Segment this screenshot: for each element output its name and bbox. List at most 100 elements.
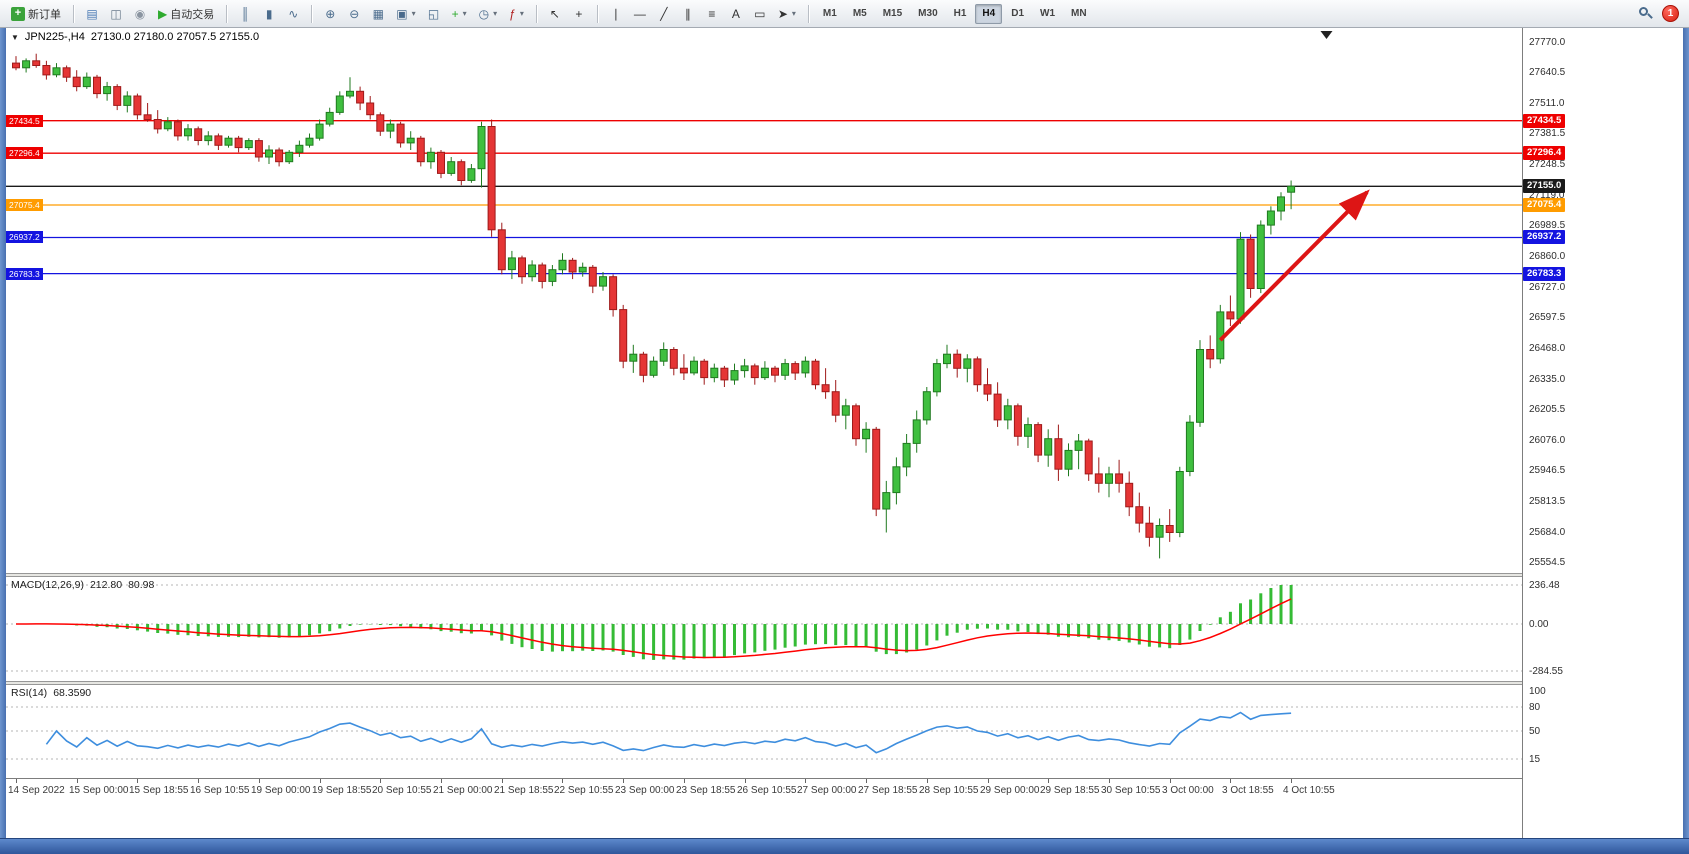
price-pane[interactable]: 27434.5 27296.4 27075.4 26937.2 26783.3 ▼ JP… <box>6 28 1522 573</box>
chart-window-icon[interactable]: ▤ <box>81 3 103 24</box>
time-tick <box>502 779 503 783</box>
cascade-windows-button[interactable]: ◱ <box>423 3 445 24</box>
chart-filler <box>6 798 1522 838</box>
period-clock-button[interactable]: ◷ ▾ <box>474 3 503 24</box>
equidistant-channel-button-icon: ∥ <box>684 6 691 21</box>
date-label: 29 Sep 00:00 <box>980 785 1040 796</box>
new-chart-button[interactable]: + ▾ <box>447 3 472 24</box>
profile-icon[interactable]: ◫ <box>105 3 127 24</box>
left-line-tag-26783.3[interactable]: 26783.3 <box>6 268 43 280</box>
macd-chart[interactable] <box>6 577 1522 681</box>
window-bottom-edge <box>0 838 1689 854</box>
left-line-tag-27296.4[interactable]: 27296.4 <box>6 147 43 159</box>
crosshair-button-icon: + <box>575 6 583 21</box>
timeframe-d1[interactable]: D1 <box>1011 8 1025 19</box>
date-label: 23 Sep 18:55 <box>676 785 736 796</box>
notification-badge[interactable]: 1 <box>1662 5 1679 22</box>
zoom-out-button[interactable]: ⊖ <box>343 3 365 24</box>
time-axis[interactable]: 14 Sep 2022 15 Sep 00:00 15 Sep 18:55 16 Se… <box>6 778 1522 798</box>
text-label-button[interactable]: ▭ <box>749 3 771 24</box>
price-axis-label: 27381.5 <box>1529 128 1566 139</box>
cursor-button[interactable]: ↖ <box>544 3 566 24</box>
line-chart-type-button[interactable]: ∿ <box>282 3 304 24</box>
auto-arrange-button[interactable]: ▣ ▾ <box>391 3 420 24</box>
timeframe-mn[interactable]: MN <box>1071 8 1087 19</box>
price-axis-label: 26205.5 <box>1529 404 1566 415</box>
price-axis[interactable]: 27770.0 27640.5 27511.0 27381.5 27248.5 27119… <box>1522 28 1683 838</box>
window-left-edge <box>0 28 6 838</box>
date-label: 15 Sep 18:55 <box>129 785 189 796</box>
chart-shift-marker[interactable] <box>1320 31 1333 39</box>
metaquotes-icon[interactable]: ◉ <box>129 3 151 24</box>
candlestick-type-button[interactable]: ▮ <box>258 3 280 24</box>
window-right-edge <box>1683 28 1689 838</box>
time-tick <box>380 779 381 783</box>
pane-splitter[interactable] <box>6 681 1522 685</box>
trendline-button[interactable]: ╱ <box>653 3 675 24</box>
chart-window[interactable]: 27434.5 27296.4 27075.4 26937.2 26783.3 ▼ JP… <box>6 28 1522 838</box>
candlestick-chart[interactable] <box>6 28 1522 573</box>
line-price-tag-26783.3: 26783.3 <box>1523 267 1566 281</box>
autotrading-button[interactable]: ▶ 自动交易 <box>153 3 219 24</box>
timeframe-h4[interactable]: H4 <box>975 3 1003 24</box>
zoom-in-button[interactable]: ⊕ <box>319 3 341 24</box>
date-label: 3 Oct 18:55 <box>1222 785 1274 796</box>
timeframe-m15[interactable]: M15 <box>882 8 903 19</box>
symbol-text: JPN225-,H4 <box>24 31 85 43</box>
date-label: 19 Sep 00:00 <box>251 785 311 796</box>
price-axis-label: 25946.5 <box>1529 465 1566 476</box>
text-label-button-icon: ▭ <box>754 6 766 21</box>
cursor-button-icon: ↖ <box>549 6 560 21</box>
equidistant-channel-button[interactable]: ∥ <box>677 3 699 24</box>
left-line-tag-27075.4[interactable]: 27075.4 <box>6 199 43 211</box>
toolbar-separator <box>535 4 537 23</box>
timeframe-m30[interactable]: M30 <box>918 8 938 19</box>
time-tick <box>684 779 685 783</box>
timeframe-h1[interactable]: H1 <box>953 8 967 19</box>
candlestick-type-button-icon: ▮ <box>265 6 273 21</box>
left-line-tag-26937.2[interactable]: 26937.2 <box>6 231 43 243</box>
macd-pane[interactable]: MACD(12,26,9) 212.80 80.98 <box>6 577 1522 681</box>
fibonacci-button[interactable]: ≡ <box>701 3 723 24</box>
timeframe-w1[interactable]: W1 <box>1040 8 1056 19</box>
date-label: 28 Sep 10:55 <box>919 785 979 796</box>
vertical-line-button[interactable]: ∣ <box>605 3 627 24</box>
rsi-axis-label: 100 <box>1529 686 1546 697</box>
left-line-tag-27434.5[interactable]: 27434.5 <box>6 115 43 127</box>
timeframe-m5[interactable]: M5 <box>852 8 867 19</box>
fibonacci-button-icon: ≡ <box>708 6 716 21</box>
tile-windows-button[interactable]: ▦ <box>367 3 389 24</box>
rsi-pane[interactable]: RSI(14) 68.3590 <box>6 685 1522 778</box>
time-tick <box>866 779 867 783</box>
crosshair-button[interactable]: + <box>568 3 590 24</box>
rsi-axis-label: 50 <box>1529 726 1541 737</box>
vertical-line-button-icon: ∣ <box>612 6 619 21</box>
new-order-button[interactable]: + 新订单 <box>6 3 66 24</box>
date-label: 15 Sep 00:00 <box>69 785 129 796</box>
horizontal-line-button[interactable]: ― <box>629 3 651 24</box>
text-button[interactable]: A <box>725 3 747 24</box>
rsi-chart[interactable] <box>6 685 1522 778</box>
timeframe-m1[interactable]: M1 <box>822 8 837 19</box>
macd-main-value: 212.80 <box>89 579 123 591</box>
bar-chart-type-button[interactable]: ║ <box>234 3 256 24</box>
arrows-button[interactable]: ➤ ▾ <box>773 3 801 24</box>
search-icon[interactable] <box>1638 6 1653 21</box>
trend-arrow-annotation[interactable] <box>1218 189 1370 342</box>
macd-signal-line <box>16 598 1292 659</box>
chart-symbol-label: ▼ JPN225-,H4 27130.0 27180.0 27057.5 271… <box>11 31 259 43</box>
indicators-button-dropdown-icon: ▾ <box>519 9 524 18</box>
ohlc-text: 27130.0 27180.0 27057.5 27155.0 <box>90 31 260 43</box>
date-label: 19 Sep 18:55 <box>312 785 372 796</box>
macd-signal-value: 80.98 <box>128 579 155 591</box>
workspace: 27434.5 27296.4 27075.4 26937.2 26783.3 ▼ JP… <box>0 28 1689 838</box>
date-label: 14 Sep 2022 <box>8 785 65 796</box>
indicators-button[interactable]: ƒ ▾ <box>504 3 529 24</box>
horizontal-line-button-icon: ― <box>633 6 646 21</box>
symbol-collapse-icon[interactable]: ▼ <box>11 32 19 42</box>
price-axis-label: 27119.0 <box>1529 190 1565 201</box>
price-axis-label: 26727.0 <box>1529 282 1566 293</box>
date-label: 29 Sep 18:55 <box>1040 785 1100 796</box>
pane-splitter[interactable] <box>6 573 1522 577</box>
